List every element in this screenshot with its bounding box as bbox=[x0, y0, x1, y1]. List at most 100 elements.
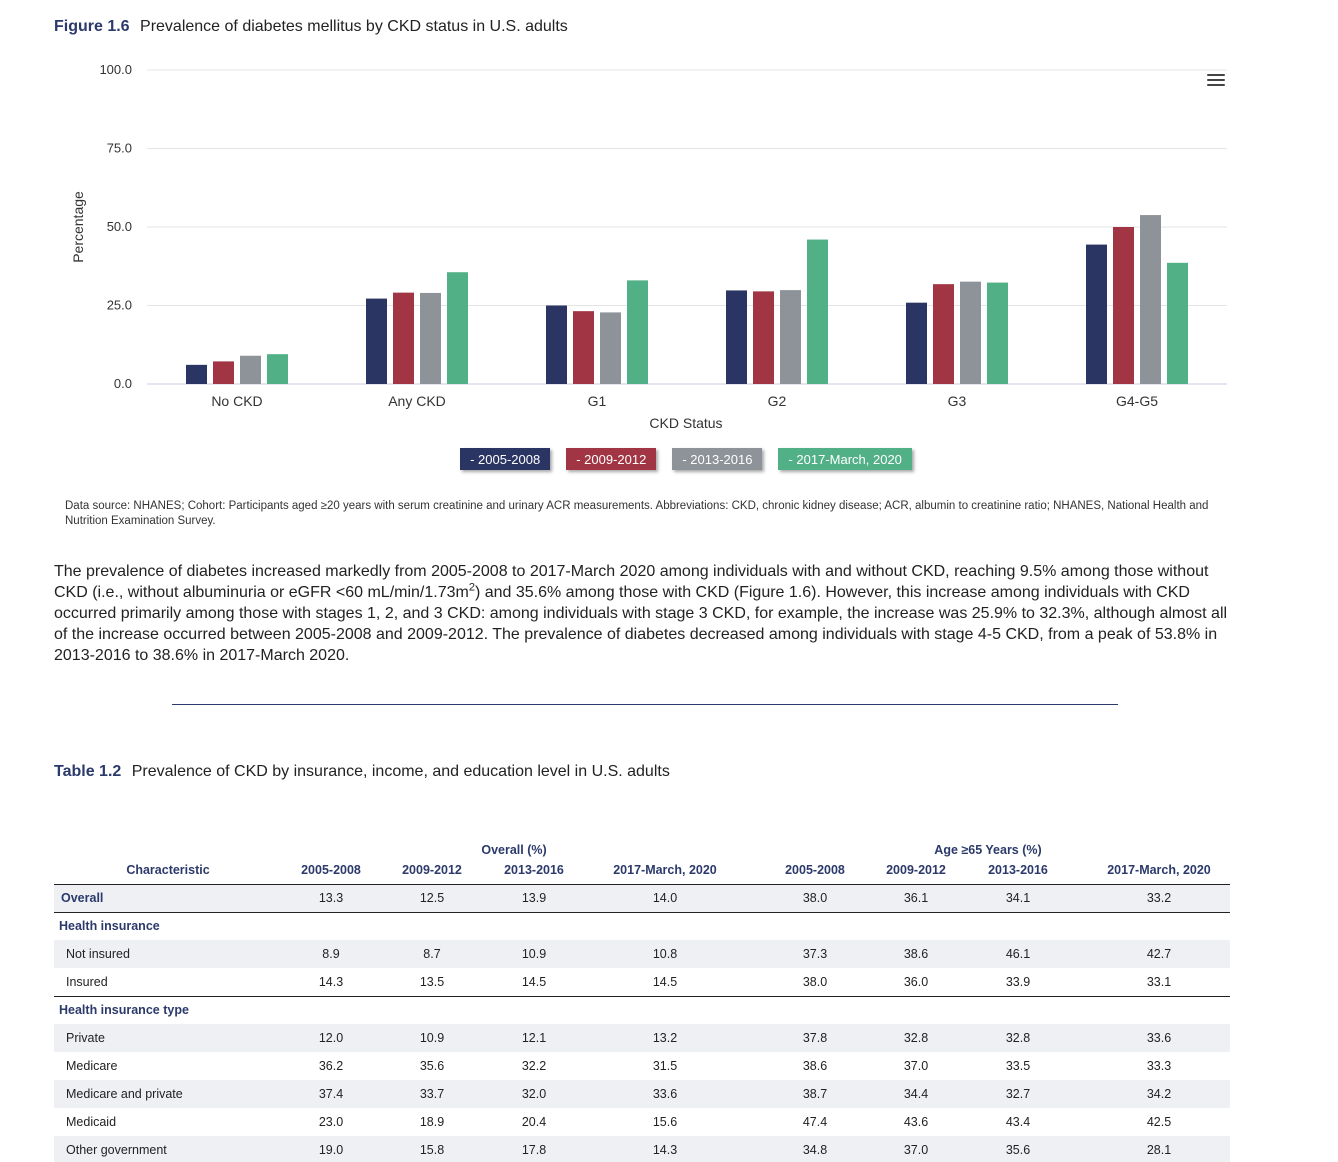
bar-no-ckd-2013-2016[interactable] bbox=[240, 355, 261, 384]
y-axis-title: Percentage bbox=[70, 191, 86, 263]
bar-g2-2017-march-2020[interactable] bbox=[807, 239, 828, 384]
row-label: Medicaid bbox=[66, 1115, 117, 1129]
bar-g1-2009-2012[interactable] bbox=[573, 311, 594, 384]
legend-item-2013-2016[interactable]: - 2013-2016 bbox=[672, 448, 763, 470]
table-title: Table 1.2 Prevalence of CKD by insurance… bbox=[54, 763, 670, 781]
table-row: Not insured 8.9 8.7 10.9 10.8 37.3 38.6 46.1 42.… bbox=[54, 940, 1230, 968]
bar-g4-g5-2013-2016[interactable] bbox=[1140, 215, 1161, 384]
table-cell: 13.5 bbox=[380, 968, 484, 997]
bar-g2-2005-2008[interactable] bbox=[726, 290, 747, 384]
legend-item-2017-march-2020[interactable]: - 2017-March, 2020 bbox=[778, 448, 912, 470]
table-cell: 32.7 bbox=[948, 1080, 1088, 1108]
hamburger-menu-icon[interactable] bbox=[1207, 74, 1225, 88]
table-cell: 15.8 bbox=[380, 1136, 484, 1162]
table-row: Private 12.0 10.9 12.1 13.2 37.8 32.8 32.8 33.6 bbox=[54, 1024, 1230, 1052]
bar-g1-2013-2016[interactable] bbox=[600, 312, 621, 384]
table-row-overall: Overall 13.3 12.5 13.9 14.0 38.0 36.1 34.1 33.2 bbox=[54, 884, 1230, 913]
x-axis-title: CKD Status bbox=[649, 415, 722, 431]
table-cell: 19.0 bbox=[282, 1136, 380, 1162]
table-cell: 34.4 bbox=[884, 1080, 948, 1108]
chart-gridlines bbox=[147, 69, 1227, 385]
bar-g3-2009-2012[interactable] bbox=[933, 284, 954, 384]
bar-any-ckd-2009-2012[interactable] bbox=[393, 292, 414, 384]
table-cell: 38.0 bbox=[746, 884, 884, 913]
bar-g3-2005-2008[interactable] bbox=[906, 302, 927, 384]
table-cell: 37.0 bbox=[884, 1136, 948, 1162]
bar-g1-2017-march-2020[interactable] bbox=[627, 280, 648, 384]
data-source-note: Data source: NHANES; Cohort: Participant… bbox=[65, 500, 1209, 527]
body-paragraph-part2: ) and 35.6% among those with CKD (Figure… bbox=[54, 584, 1228, 664]
table-cell: 28.1 bbox=[1088, 1136, 1230, 1162]
table-cell: 36.2 bbox=[318, 1059, 344, 1073]
table-cell: 10.9 bbox=[484, 940, 584, 968]
table-cell: 38.7 bbox=[746, 1080, 884, 1108]
table-cell: 33.1 bbox=[1088, 968, 1230, 997]
x-tick-label: G2 bbox=[768, 393, 787, 409]
x-tick-label: Any CKD bbox=[388, 393, 446, 409]
table-row: Other government 19.0 15.8 17.8 14.3 34.8 37.0… bbox=[54, 1136, 1230, 1162]
bar-g4-g5-2009-2012[interactable] bbox=[1113, 227, 1134, 384]
column-header: 2013-2016 bbox=[948, 857, 1088, 885]
page: Figure 1.6 Prevalence of diabetes mellit… bbox=[0, 18, 1292, 1162]
y-axis-ticks: 0.0 25.0 50.0 75.0 100.0 bbox=[99, 62, 132, 391]
table-cell: 31.5 bbox=[652, 1059, 678, 1073]
table-cell: 42.5 bbox=[1146, 1115, 1172, 1129]
figure-number: Figure 1.6 bbox=[54, 18, 130, 35]
table-cell: 10.9 bbox=[380, 1024, 484, 1052]
table-cell: 14.5 bbox=[584, 968, 746, 997]
table-cell: 37.0 bbox=[903, 1059, 929, 1073]
table-cell: 32.2 bbox=[521, 1059, 547, 1073]
bar-no-ckd-2009-2012[interactable] bbox=[213, 361, 234, 384]
table-cell: 33.5 bbox=[1005, 1059, 1031, 1073]
table-cell: 32.0 bbox=[484, 1080, 584, 1108]
table-cell: 13.9 bbox=[484, 884, 584, 913]
group-header-overall: Overall (%) bbox=[481, 843, 547, 857]
table-cell: 38.6 bbox=[802, 1059, 828, 1073]
table-cell: 32.8 bbox=[948, 1024, 1088, 1052]
bar-any-ckd-2017-march-2020[interactable] bbox=[447, 272, 468, 384]
table-section-header: Health insurance bbox=[54, 912, 1230, 940]
table-cell: 20.4 bbox=[521, 1115, 547, 1129]
body-paragraph-superscript: 2 bbox=[468, 581, 475, 594]
x-tick-label: G1 bbox=[588, 393, 607, 409]
x-tick-label: G4-G5 bbox=[1116, 393, 1158, 409]
table-cell: 12.0 bbox=[282, 1024, 380, 1052]
bar-any-ckd-2013-2016[interactable] bbox=[420, 292, 441, 384]
table-cell: 33.6 bbox=[584, 1080, 746, 1108]
bar-no-ckd-2005-2008[interactable] bbox=[186, 364, 207, 384]
column-header: 2009-2012 bbox=[380, 857, 484, 885]
bar-g3-2017-march-2020[interactable] bbox=[987, 282, 1008, 384]
x-tick-label: G3 bbox=[948, 393, 967, 409]
x-axis-ticks: No CKD Any CKD G1 G2 G3 G4-G5 bbox=[211, 393, 1158, 409]
y-tick-label: 50.0 bbox=[107, 219, 132, 234]
bar-g4-g5-2005-2008[interactable] bbox=[1086, 244, 1107, 384]
chart-legend: - 2005-2008 - 2009-2012 - 2013-2016 - 2017-… bbox=[0, 448, 1292, 470]
legend-item-2005-2008[interactable]: - 2005-2008 bbox=[460, 448, 551, 470]
column-header: 2017-March, 2020 bbox=[1088, 857, 1230, 885]
table-row: Medicare 36.2 35.6 32.2 31.5 38.6 37.0 33.5 33.3 bbox=[54, 1052, 1230, 1080]
table-cell: 34.8 bbox=[746, 1136, 884, 1162]
table-cell: 33.9 bbox=[948, 968, 1088, 997]
table-cell: 14.0 bbox=[584, 884, 746, 913]
row-label: Private bbox=[54, 1024, 282, 1052]
table-cell: 13.3 bbox=[282, 884, 380, 913]
bar-g1-2005-2008[interactable] bbox=[546, 305, 567, 385]
y-tick-label: 0.0 bbox=[114, 376, 132, 391]
table-cell: 34.2 bbox=[1088, 1080, 1230, 1108]
table-cell: 13.2 bbox=[584, 1024, 746, 1052]
row-label: Other government bbox=[54, 1136, 282, 1162]
bar-g2-2009-2012[interactable] bbox=[753, 291, 774, 384]
bar-g4-g5-2017-march-2020[interactable] bbox=[1167, 262, 1188, 384]
table-cell: 8.9 bbox=[282, 940, 380, 968]
bar-g2-2013-2016[interactable] bbox=[780, 290, 801, 384]
column-header: 2013-2016 bbox=[484, 857, 584, 885]
bar-g3-2013-2016[interactable] bbox=[960, 281, 981, 384]
legend-item-2009-2012[interactable]: - 2009-2012 bbox=[566, 448, 657, 470]
table-cell: 38.0 bbox=[746, 968, 884, 997]
table-cell: 35.6 bbox=[419, 1059, 445, 1073]
bar-no-ckd-2017-march-2020[interactable] bbox=[267, 354, 288, 384]
table-cell: 33.2 bbox=[1088, 884, 1230, 913]
figure-title-text: Prevalence of diabetes mellitus by CKD s… bbox=[140, 18, 568, 35]
bar-any-ckd-2005-2008[interactable] bbox=[366, 298, 387, 384]
table-number: Table 1.2 bbox=[54, 763, 122, 780]
